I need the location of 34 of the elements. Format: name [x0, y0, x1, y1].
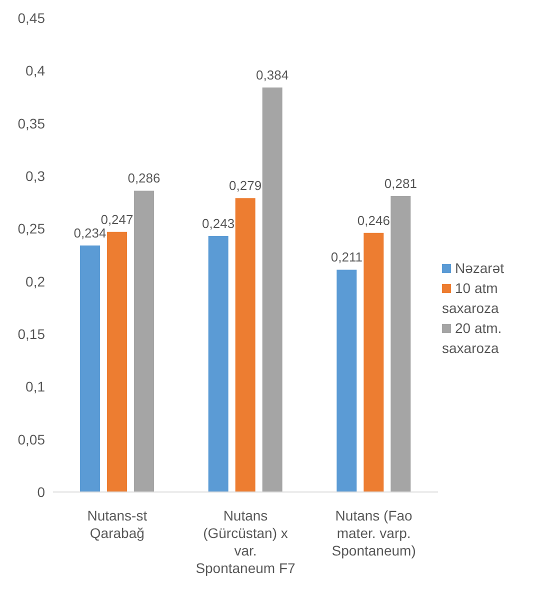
bar: [107, 232, 127, 492]
y-tick-label: 0,15: [18, 326, 46, 342]
data-label: 0,384: [256, 68, 289, 83]
y-tick-label: 0,3: [26, 168, 46, 184]
y-tick-label: 0,4: [26, 62, 46, 79]
legend-label: 10 atm saxaroza: [442, 280, 499, 316]
bar: [262, 88, 282, 492]
y-tick-label: 0,35: [18, 115, 46, 132]
legend-label: 20 atm. saxaroza: [442, 320, 502, 356]
y-tick-label: 0,2: [26, 273, 46, 290]
data-label: 0,211: [330, 250, 362, 265]
x-tick-label: Nutans (Gürcüstan) x var. Spontaneum F7: [196, 508, 296, 576]
x-tick-label: Nutans-st Qarabağ: [87, 508, 148, 542]
data-label: 0,281: [384, 176, 417, 192]
x-tick-label: Nutans (Fao mater. varp. Spontaneum): [332, 508, 416, 559]
data-label: 0,286: [128, 170, 160, 186]
data-label: 0,243: [202, 216, 235, 232]
bar: [390, 196, 411, 492]
bar: [336, 270, 357, 492]
y-tick-label: 0: [37, 484, 46, 500]
bar: [80, 246, 100, 492]
y-tick-label: 0,05: [18, 431, 46, 448]
data-label: 0,279: [229, 178, 262, 194]
bar: [134, 190, 154, 492]
y-tick-label: 0,25: [18, 220, 46, 237]
legend-label: Nəzarət: [455, 260, 504, 276]
y-tick-label: 0,1: [26, 378, 46, 395]
y-tick-label: 0,45: [18, 10, 46, 26]
bar: [208, 236, 228, 492]
data-label: 0,246: [357, 212, 390, 228]
bar: [364, 232, 384, 492]
bar: [235, 198, 256, 492]
data-label: 0,234: [74, 226, 106, 241]
data-label: 0,247: [100, 212, 134, 227]
